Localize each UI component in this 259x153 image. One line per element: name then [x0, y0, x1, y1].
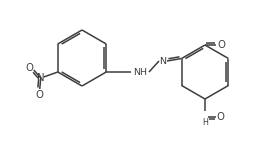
- Text: O: O: [36, 90, 44, 100]
- Text: O: O: [26, 63, 34, 73]
- Text: O: O: [216, 112, 224, 122]
- Text: NH: NH: [133, 67, 147, 76]
- Text: H: H: [202, 118, 208, 127]
- Text: N: N: [37, 73, 45, 83]
- Text: N: N: [160, 56, 167, 65]
- Text: O: O: [217, 40, 225, 50]
